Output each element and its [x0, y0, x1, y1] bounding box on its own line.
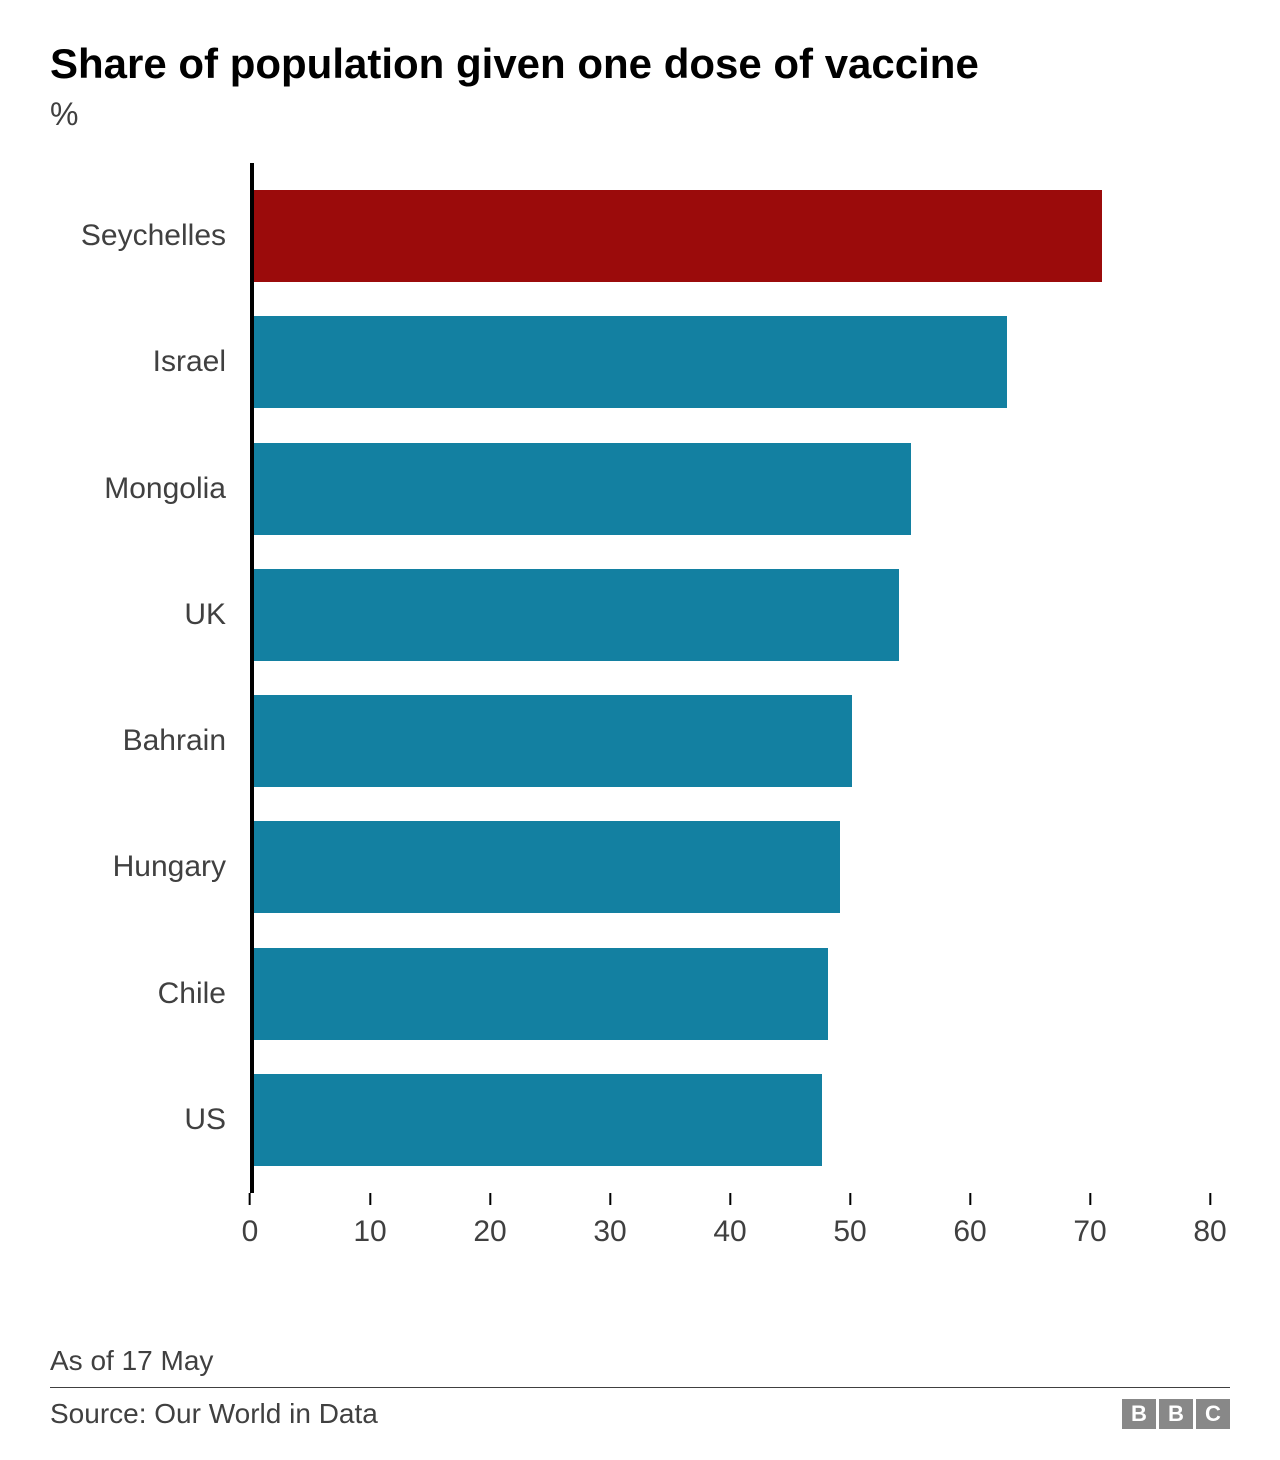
bar — [254, 1074, 822, 1166]
x-tick-label: 50 — [833, 1215, 866, 1249]
bbc-logo-letter: B — [1122, 1399, 1156, 1429]
bar — [254, 190, 1102, 282]
x-tick-label: 10 — [353, 1215, 386, 1249]
x-tick-label: 80 — [1193, 1215, 1226, 1249]
x-tick: 30 — [593, 1193, 626, 1249]
bar — [254, 443, 911, 535]
x-tick-mark — [609, 1193, 611, 1205]
y-axis-labels: Seychelles Israel Mongolia UK Bahrain Hungary… — [50, 163, 240, 1193]
x-tick: 20 — [473, 1193, 506, 1249]
x-tick-label: 60 — [953, 1215, 986, 1249]
x-axis: 01020304050607080 — [250, 1193, 1210, 1263]
bar-row — [254, 569, 1210, 661]
x-tick-mark — [1089, 1193, 1091, 1205]
y-axis-label: UK — [50, 569, 240, 661]
bar — [254, 316, 1007, 408]
x-tick-mark — [369, 1193, 371, 1205]
plot-area — [250, 163, 1210, 1193]
x-tick-label: 0 — [242, 1215, 259, 1249]
y-axis-label: Seychelles — [50, 190, 240, 282]
bar — [254, 695, 852, 787]
x-tick: 80 — [1193, 1193, 1226, 1249]
y-axis-label: Israel — [50, 316, 240, 408]
y-axis-label: Mongolia — [50, 443, 240, 535]
bar-row — [254, 190, 1210, 282]
bar-row — [254, 695, 1210, 787]
x-tick: 10 — [353, 1193, 386, 1249]
x-tick: 40 — [713, 1193, 746, 1249]
x-tick-mark — [1209, 1193, 1211, 1205]
x-tick: 70 — [1073, 1193, 1106, 1249]
bar — [254, 948, 828, 1040]
x-tick-mark — [489, 1193, 491, 1205]
x-tick-label: 40 — [713, 1215, 746, 1249]
x-tick-mark — [249, 1193, 251, 1205]
source-text: Source: Our World in Data — [50, 1398, 378, 1430]
x-tick-label: 70 — [1073, 1215, 1106, 1249]
y-axis-label: Bahrain — [50, 695, 240, 787]
x-tick: 0 — [242, 1193, 259, 1249]
y-axis-label: Chile — [50, 948, 240, 1040]
x-tick-mark — [849, 1193, 851, 1205]
bar-row — [254, 1074, 1210, 1166]
bars-container — [254, 163, 1210, 1193]
y-axis-label: Hungary — [50, 821, 240, 913]
bar — [254, 569, 899, 661]
chart-footer: As of 17 May Source: Our World in Data B… — [50, 1345, 1230, 1430]
x-tick-label: 20 — [473, 1215, 506, 1249]
bar — [254, 821, 840, 913]
bbc-logo-letter: C — [1196, 1399, 1230, 1429]
x-tick-mark — [969, 1193, 971, 1205]
chart-area: Seychelles Israel Mongolia UK Bahrain Hungary… — [50, 163, 1230, 1263]
bar-row — [254, 316, 1210, 408]
bar-row — [254, 821, 1210, 913]
bar-row — [254, 948, 1210, 1040]
chart-title: Share of population given one dose of va… — [50, 40, 1230, 88]
y-axis-label: US — [50, 1074, 240, 1166]
x-tick: 60 — [953, 1193, 986, 1249]
x-ticks: 01020304050607080 — [250, 1193, 1210, 1263]
source-row: Source: Our World in Data BBC — [50, 1388, 1230, 1430]
chart-subtitle: % — [50, 96, 1230, 133]
bbc-logo-letter: B — [1159, 1399, 1193, 1429]
x-tick-mark — [729, 1193, 731, 1205]
bbc-logo: BBC — [1122, 1399, 1230, 1429]
footer-note: As of 17 May — [50, 1345, 1230, 1388]
x-tick-label: 30 — [593, 1215, 626, 1249]
x-tick: 50 — [833, 1193, 866, 1249]
bar-row — [254, 443, 1210, 535]
